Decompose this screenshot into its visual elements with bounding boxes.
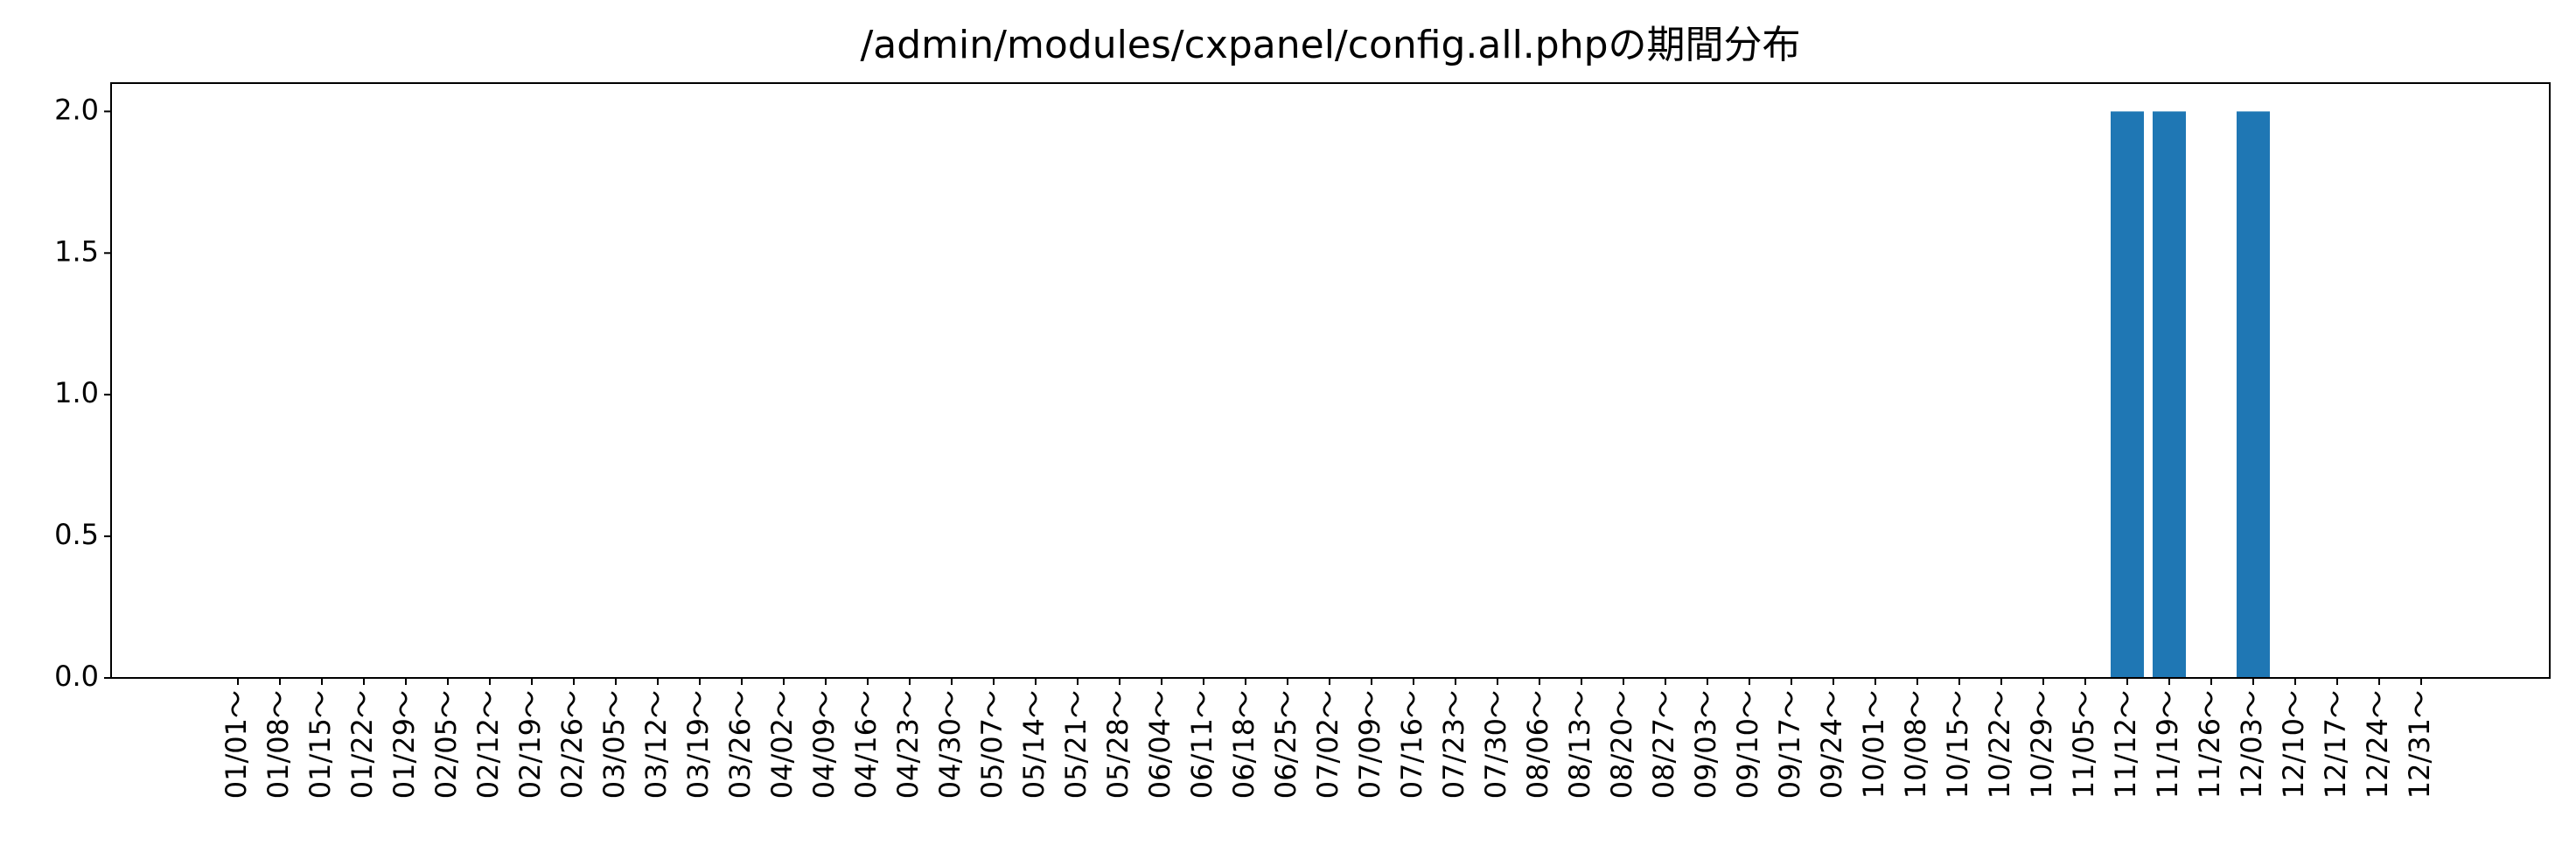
x-tick-label: 08/13～ [1563,690,1596,799]
x-tick-label: 08/20～ [1605,690,1638,799]
bar [2237,111,2270,678]
x-tick-label: 04/23～ [891,690,925,799]
x-tick-label: 02/19～ [513,690,547,799]
x-tick-label: 01/01～ [220,690,253,799]
x-tick-label: 12/17～ [2319,690,2352,799]
x-tick-label: 04/02～ [765,690,799,799]
x-tick-label: 10/08～ [1899,690,1932,799]
bar [2111,111,2144,678]
x-tick-label: 03/19～ [681,690,715,799]
y-tick-label: 0.0 [54,660,99,693]
y-tick-label: 0.5 [54,518,99,551]
x-tick-label: 06/18～ [1227,690,1260,799]
x-tick-label: 07/02～ [1311,690,1344,799]
x-tick-label: 05/14～ [1017,690,1051,799]
y-tick-label: 1.0 [54,376,99,409]
bars-group [2111,111,2270,678]
chart-title: /admin/modules/cxpanel/config.all.phpの期間… [860,23,1800,67]
x-tick-label: 12/31～ [2403,690,2436,799]
x-tick-label: 01/29～ [387,690,421,799]
x-tick-label: 12/10～ [2277,690,2310,799]
x-tick-label: 11/05～ [2067,690,2100,799]
x-tick-label: 04/16～ [849,690,883,799]
x-tick-label: 09/17～ [1773,690,1806,799]
x-tick-label: 11/26～ [2193,690,2226,799]
x-tick-label: 09/03～ [1689,690,1722,799]
x-tick-label: 04/09～ [807,690,841,799]
x-tick-label: 06/11～ [1185,690,1218,799]
x-tick-label: 08/27～ [1647,690,1680,799]
y-axis: 0.0 0.5 1.0 1.5 2.0 [54,93,111,693]
x-tick-label: 06/25～ [1269,690,1302,799]
x-tick-label: 05/21～ [1059,690,1093,799]
x-tick-label: 08/06～ [1521,690,1554,799]
x-tick-label: 05/28～ [1101,690,1134,799]
x-tick-label: 09/10～ [1731,690,1764,799]
plot-frame [110,82,2551,679]
y-tick-label: 1.5 [54,234,99,268]
x-tick-label: 12/03～ [2235,690,2268,799]
x-tick-label: 12/24～ [2361,690,2394,799]
x-tick-label: 03/05～ [597,690,631,799]
x-tick-label: 02/26～ [555,690,589,799]
x-tick-label: 01/08～ [262,690,295,799]
x-tick-label: 01/22～ [346,690,379,799]
x-tick-label: 07/09～ [1353,690,1386,799]
x-tick-label: 02/12～ [471,690,505,799]
x-tick-label: 10/15～ [1941,690,1974,799]
x-tick-label: 02/05～ [429,690,463,799]
x-tick-label: 10/01～ [1857,690,1890,799]
x-tick-label: 07/16～ [1395,690,1428,799]
x-tick-label: 11/19～ [2151,690,2184,799]
x-tick-label: 07/30～ [1479,690,1512,799]
x-tick-label: 01/15～ [304,690,337,799]
x-tick-label: 05/07～ [975,690,1009,799]
x-tick-label: 03/12～ [639,690,673,799]
x-tick-label: 10/29～ [2025,690,2058,799]
x-tick-label: 09/24～ [1815,690,1848,799]
x-tick-label: 06/04～ [1143,690,1176,799]
bar [2153,111,2186,678]
x-tick-label: 11/12～ [2109,690,2142,799]
x-tick-label: 03/26～ [723,690,757,799]
x-tick-label: 07/23～ [1437,690,1470,799]
x-axis: 01/01～ 01/08～ 01/15～ 01/22～ 01/29～ 02/05～ 02/1… [220,678,2436,799]
x-tick-label: 04/30～ [933,690,967,799]
x-tick-label: 10/22～ [1983,690,2016,799]
y-tick-label: 2.0 [54,93,99,126]
